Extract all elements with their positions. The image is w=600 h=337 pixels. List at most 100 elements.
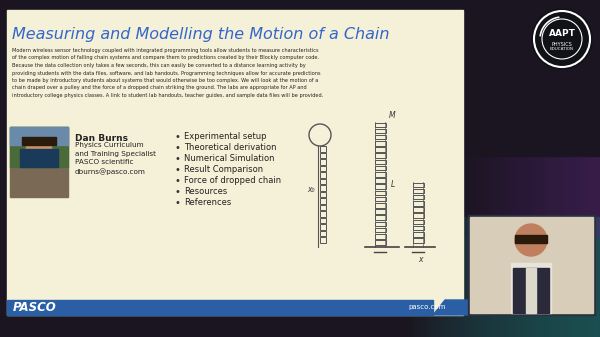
Bar: [525, 217, 526, 337]
Bar: [457, 217, 458, 337]
Bar: [414, 217, 415, 337]
Text: pasco.com: pasco.com: [408, 305, 445, 310]
Bar: [547, 157, 548, 237]
Bar: [436, 217, 437, 337]
Bar: [488, 157, 489, 237]
Bar: [487, 217, 488, 337]
Bar: [493, 157, 494, 237]
Text: Experimental setup: Experimental setup: [184, 132, 266, 141]
Bar: [455, 157, 456, 237]
Text: •: •: [175, 132, 181, 142]
Bar: [422, 217, 423, 337]
Bar: [553, 157, 554, 237]
Bar: [548, 157, 549, 237]
Bar: [449, 217, 450, 337]
Bar: [477, 217, 478, 337]
Bar: [481, 217, 482, 337]
Bar: [10, 127, 68, 197]
Bar: [502, 217, 503, 337]
Bar: [453, 157, 454, 237]
Bar: [413, 201, 424, 206]
Bar: [375, 234, 386, 239]
Bar: [489, 157, 490, 237]
Bar: [518, 217, 519, 337]
Bar: [515, 235, 547, 243]
Bar: [537, 157, 538, 237]
Bar: [375, 153, 386, 158]
Bar: [568, 217, 569, 337]
Bar: [416, 217, 417, 337]
Text: AAPT: AAPT: [548, 29, 575, 37]
Bar: [574, 217, 575, 337]
Bar: [531, 157, 532, 237]
Bar: [477, 157, 478, 237]
Bar: [565, 157, 566, 237]
Bar: [406, 217, 407, 337]
Bar: [496, 157, 497, 237]
Bar: [577, 157, 578, 237]
Bar: [506, 157, 507, 237]
Bar: [519, 217, 520, 337]
Text: Workshop slides, handouts, and more: https://tinyurl.com/PASCO-AAPT-S20: Workshop slides, handouts, and more: htt…: [10, 300, 272, 306]
Bar: [458, 157, 459, 237]
Bar: [585, 217, 586, 337]
Bar: [453, 217, 454, 337]
Bar: [522, 157, 523, 237]
Bar: [10, 127, 68, 167]
Bar: [549, 157, 550, 237]
Bar: [413, 183, 424, 187]
Bar: [484, 217, 485, 337]
Bar: [408, 217, 409, 337]
Bar: [579, 217, 580, 337]
Bar: [524, 217, 525, 337]
Bar: [461, 217, 462, 337]
Bar: [452, 217, 453, 337]
Bar: [582, 157, 583, 237]
Bar: [517, 157, 518, 237]
Bar: [536, 217, 537, 337]
Bar: [591, 217, 592, 337]
Bar: [545, 217, 546, 337]
Bar: [528, 157, 529, 237]
Bar: [460, 217, 461, 337]
Bar: [538, 217, 539, 337]
Bar: [585, 157, 586, 237]
Bar: [517, 217, 518, 337]
Bar: [572, 217, 573, 337]
Bar: [472, 217, 473, 337]
Bar: [483, 217, 484, 337]
Text: Because the data collection only takes a few seconds, this can easily be convert: Because the data collection only takes a…: [12, 63, 306, 68]
Bar: [445, 217, 446, 337]
Text: References: References: [184, 198, 231, 207]
Bar: [580, 157, 581, 237]
Bar: [501, 157, 502, 237]
Bar: [561, 217, 562, 337]
Bar: [407, 217, 408, 337]
Bar: [465, 217, 466, 337]
Bar: [554, 157, 555, 237]
Bar: [540, 217, 541, 337]
Bar: [513, 217, 514, 337]
Bar: [526, 157, 527, 237]
Bar: [595, 157, 596, 237]
Bar: [468, 215, 595, 315]
Bar: [472, 157, 473, 237]
Text: to be made by introductory students about systems that would otherwise be too co: to be made by introductory students abou…: [12, 78, 318, 83]
Bar: [597, 157, 598, 237]
Bar: [463, 217, 464, 337]
Bar: [480, 217, 481, 337]
Bar: [574, 157, 575, 237]
Bar: [20, 149, 58, 167]
Bar: [471, 217, 472, 337]
Bar: [489, 217, 490, 337]
Bar: [593, 157, 594, 237]
Bar: [426, 217, 427, 337]
Bar: [419, 217, 420, 337]
Bar: [596, 157, 597, 237]
Bar: [7, 300, 433, 315]
Bar: [438, 217, 439, 337]
Bar: [421, 217, 422, 337]
Bar: [409, 217, 410, 337]
Bar: [451, 217, 452, 337]
Bar: [532, 157, 533, 237]
